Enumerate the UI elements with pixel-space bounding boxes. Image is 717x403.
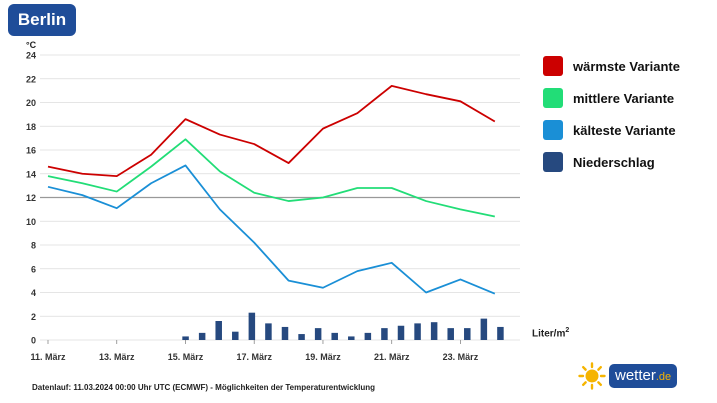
y-tick-label: 10	[26, 217, 36, 227]
precipitation-unit: Liter/m2	[532, 327, 569, 339]
precipitation-unit-base: Liter/m	[532, 328, 566, 340]
x-tick-label: 17. März	[236, 352, 272, 362]
brand-name: wetter	[615, 367, 656, 384]
precipitation-bar	[348, 336, 355, 340]
y-tick-label: 22	[26, 74, 36, 84]
legend-item-warmest: wärmste Variante	[543, 50, 680, 82]
legend-label-warmest: wärmste Variante	[573, 58, 680, 74]
data-run-footnote: Datenlauf: 11.03.2024 00:00 Uhr UTC (ECM…	[32, 383, 376, 392]
series-line-wärmste	[47, 84, 496, 178]
legend-item-coldest: kälteste Variante	[543, 114, 680, 146]
precipitation-bar	[381, 328, 388, 340]
y-tick-label: 4	[31, 288, 36, 298]
y-tick-label: 24	[26, 51, 36, 61]
precipitation-bar	[182, 336, 189, 340]
y-tick-label: 16	[26, 146, 36, 156]
precipitation-bars	[182, 312, 504, 340]
precipitation-bar	[364, 332, 372, 340]
precipitation-bar	[430, 322, 438, 340]
y-tick-label: 6	[31, 264, 36, 274]
legend-label-coldest: kälteste Variante	[573, 122, 676, 138]
legend-swatch-precipitation	[543, 152, 563, 172]
precipitation-bar	[414, 323, 421, 340]
legend-swatch-coldest	[543, 120, 563, 140]
precipitation-bar	[281, 326, 289, 340]
legend: wärmste Variante mittlere Variante kälte…	[543, 50, 680, 178]
x-tick-label: 23. März	[443, 352, 479, 362]
y-tick-label: 2	[31, 312, 36, 322]
precipitation-bar	[464, 328, 471, 340]
brand-logo[interactable]: wetter.de	[578, 362, 678, 390]
legend-swatch-median	[543, 88, 563, 108]
series-line-kälteste	[47, 164, 496, 295]
precipitation-unit-exponent: 2	[565, 327, 570, 334]
precipitation-bar	[248, 312, 256, 340]
y-tick-label: 8	[31, 241, 36, 251]
precipitation-bar	[298, 334, 305, 340]
precipitation-bar	[397, 325, 405, 340]
brand-tld: .de	[655, 371, 672, 383]
x-tick-label: 11. März	[30, 352, 66, 362]
city-title: Berlin	[8, 4, 76, 36]
temperature-lines	[47, 84, 496, 295]
precipitation-bar	[265, 323, 272, 340]
legend-swatch-warmest	[543, 56, 563, 76]
x-tick-label: 15. März	[168, 352, 204, 362]
precipitation-bar	[215, 321, 222, 340]
x-tick-labels: 11. März 13. März 15. März 17. März 19. März…	[30, 340, 479, 362]
y-tick-label: 14	[26, 169, 36, 179]
precipitation-bar	[480, 318, 488, 340]
precipitation-bar	[314, 328, 322, 340]
brand-wordmark: wetter.de	[609, 364, 678, 388]
y-tick-label: 18	[26, 122, 36, 132]
y-tick-label: 0	[31, 336, 36, 346]
precipitation-bar	[331, 332, 338, 340]
x-tick-label: 19. März	[305, 352, 341, 362]
x-tick-label: 13. März	[99, 352, 135, 362]
precipitation-bar	[497, 326, 504, 340]
legend-label-precipitation: Niederschlag	[573, 154, 655, 170]
legend-item-median: mittlere Variante	[543, 82, 680, 114]
x-tick-label: 21. März	[374, 352, 410, 362]
precipitation-bar	[198, 332, 206, 340]
legend-label-median: mittlere Variante	[573, 90, 675, 106]
legend-item-precipitation: Niederschlag	[543, 146, 680, 178]
precipitation-bar	[447, 328, 454, 340]
y-tick-label: 12	[26, 193, 36, 203]
precipitation-bar	[232, 331, 239, 340]
y-tick-label: 20	[26, 98, 36, 108]
grid-layer	[40, 54, 520, 341]
series-line-mittlere	[47, 138, 495, 218]
sun-icon	[578, 362, 606, 390]
y-axis-unit: °C	[26, 40, 37, 50]
